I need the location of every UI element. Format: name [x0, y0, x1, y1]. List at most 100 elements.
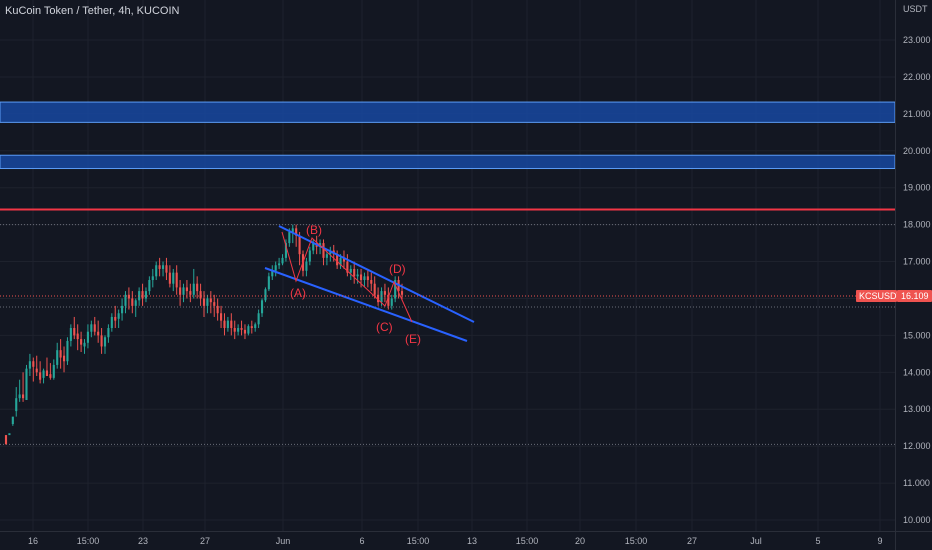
- candle-body: [151, 276, 154, 281]
- channel-lower-line: [264, 267, 468, 342]
- candle: [216, 298, 219, 321]
- candle: [168, 265, 171, 288]
- candle: [32, 357, 35, 382]
- candle-body: [305, 261, 308, 271]
- candle-body: [8, 433, 11, 436]
- candle-body: [39, 372, 42, 380]
- candle-body: [117, 313, 120, 319]
- candle-body: [356, 274, 359, 277]
- candle-body: [370, 280, 373, 284]
- candle-body: [144, 291, 148, 299]
- candle: [370, 272, 373, 292]
- candle: [298, 232, 301, 266]
- candle: [397, 276, 400, 299]
- candle-body: [168, 272, 171, 284]
- candle: [69, 324, 72, 347]
- candle: [267, 272, 270, 292]
- candle: [366, 268, 369, 288]
- candle: [66, 337, 69, 365]
- candle-body: [240, 328, 243, 330]
- candle-body: [274, 265, 277, 271]
- candle: [250, 320, 253, 334]
- candle-body: [172, 272, 175, 284]
- candle: [103, 335, 107, 354]
- price-tick-label: 11.000: [903, 478, 930, 488]
- wave-label: (A): [290, 286, 306, 300]
- candle: [22, 372, 25, 402]
- candle-body: [216, 305, 219, 314]
- candle-body: [141, 291, 144, 299]
- grid-lines: [0, 0, 895, 531]
- price-tick-label: 13.000: [903, 404, 931, 414]
- candle: [189, 283, 192, 303]
- zone-rect: [0, 154, 896, 170]
- candle: [271, 265, 274, 281]
- candle: [390, 294, 393, 310]
- price-tick-label: 17.000: [903, 257, 931, 267]
- candle-body: [342, 257, 346, 262]
- candle: [138, 287, 141, 306]
- time-tick-label: 27: [200, 536, 210, 546]
- candle-body: [45, 370, 49, 377]
- candle-body: [131, 298, 134, 306]
- candle-body: [86, 331, 89, 343]
- wave-label: (D): [389, 262, 406, 276]
- candle-body: [291, 228, 294, 233]
- candle-body: [179, 287, 182, 295]
- candle: [264, 287, 267, 303]
- candle-body: [161, 265, 165, 269]
- candle-body: [209, 298, 212, 303]
- candle-body: [148, 280, 151, 292]
- candle: [80, 331, 83, 353]
- candle-body: [213, 302, 216, 306]
- candle: [4, 435, 8, 445]
- candle: [346, 254, 349, 277]
- candle: [257, 309, 260, 329]
- candle: [141, 283, 144, 306]
- candle-body: [97, 331, 100, 336]
- candle-body: [363, 276, 366, 281]
- candle: [353, 261, 356, 284]
- price-tick-label: 10.000: [903, 515, 931, 525]
- candle-body: [298, 235, 301, 255]
- candle: [308, 246, 311, 266]
- candle: [213, 294, 216, 317]
- channel-upper-line: [278, 225, 475, 323]
- candle: [83, 339, 86, 354]
- candle-body: [52, 364, 55, 378]
- candle: [209, 291, 212, 314]
- candle-body: [175, 272, 178, 288]
- chart-title: KuCoin Token / Tether, 4h, KUCOIN: [5, 5, 180, 17]
- candle-body: [366, 276, 369, 281]
- price-tick-label: 19.000: [903, 183, 931, 193]
- candle-body: [59, 350, 62, 358]
- candle: [121, 298, 124, 321]
- candle: [305, 257, 308, 277]
- candle: [199, 283, 202, 306]
- time-tick-label: 9: [877, 536, 882, 546]
- candle-body: [103, 337, 107, 347]
- candle-body: [49, 374, 52, 378]
- candle-body: [11, 416, 14, 425]
- candle-body: [182, 287, 185, 295]
- candle-body: [124, 294, 127, 306]
- candle-body: [295, 228, 298, 236]
- candle: [93, 316, 96, 336]
- candle: [243, 324, 247, 340]
- candle: [134, 298, 137, 317]
- candle-body: [260, 300, 264, 314]
- candle: [8, 433, 11, 436]
- wave-label: (E): [405, 332, 421, 346]
- candle-body: [56, 350, 59, 365]
- candle: [144, 287, 148, 303]
- price-tick-label: 12.000: [903, 441, 931, 451]
- candle-body: [383, 291, 386, 295]
- time-tick-label: 20: [575, 536, 585, 546]
- price-tick-label: 14.000: [903, 367, 931, 377]
- candle-body: [380, 291, 383, 303]
- candle: [383, 283, 386, 303]
- candle: [295, 224, 298, 247]
- candle-body: [387, 294, 390, 306]
